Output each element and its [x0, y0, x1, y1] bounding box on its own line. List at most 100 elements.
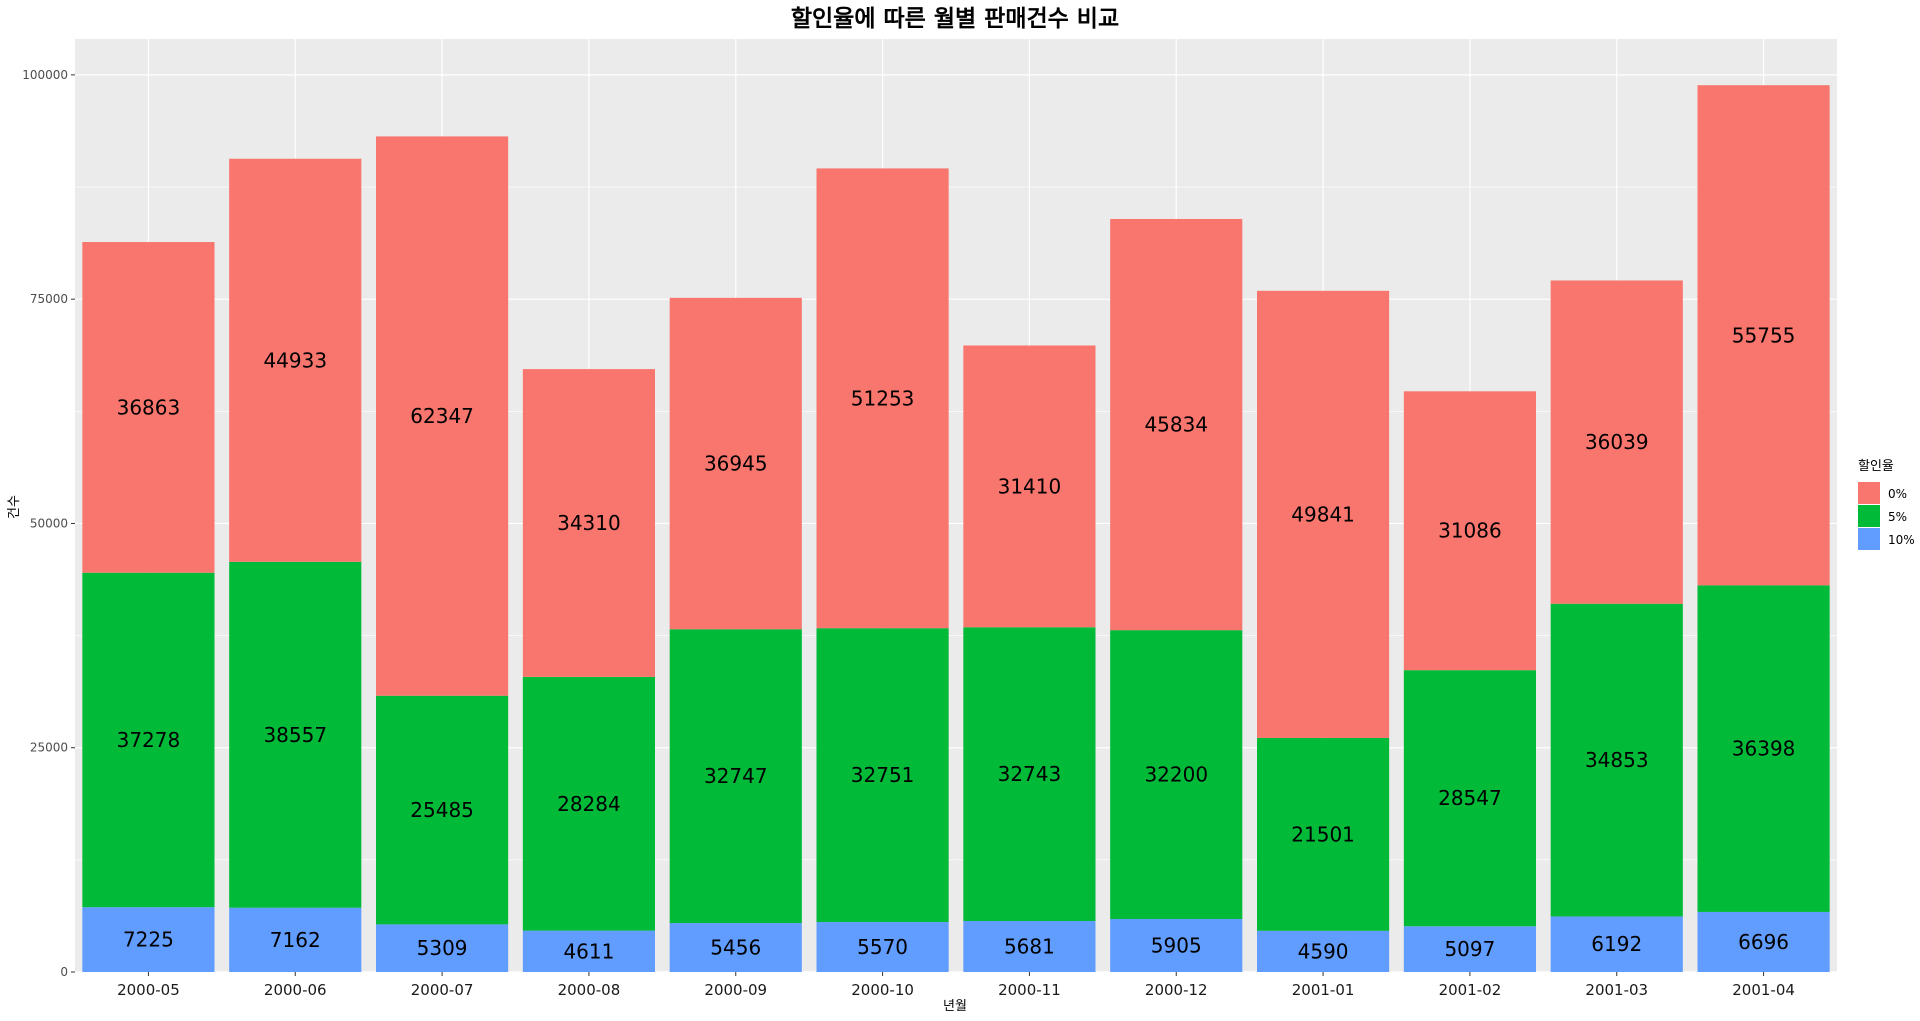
bar-segment	[1257, 930, 1390, 972]
data-label: 5456	[710, 936, 761, 960]
bar-segment	[1697, 911, 1830, 972]
bar-segment	[1110, 919, 1243, 972]
data-label: 28284	[557, 792, 621, 816]
legend-key	[1858, 482, 1880, 504]
bar-segment	[522, 930, 655, 972]
legend-key	[1858, 505, 1880, 527]
bar-segment	[963, 627, 1096, 922]
data-label: 5309	[417, 936, 468, 960]
x-tick-label: 2000-10	[851, 981, 914, 999]
x-axis-title: 년월	[943, 999, 967, 1014]
bar-segment	[376, 924, 509, 972]
data-label: 5570	[857, 935, 908, 959]
data-label: 5097	[1444, 937, 1495, 961]
data-label: 32743	[998, 762, 1062, 786]
bar-segment	[816, 168, 949, 629]
data-label: 6696	[1738, 930, 1789, 954]
data-label: 45834	[1144, 413, 1208, 437]
bar-segment	[1550, 916, 1683, 972]
x-tick-label: 2000-09	[704, 981, 767, 999]
bar-segment	[1550, 603, 1683, 917]
x-axis: 2000-05 2000-06 2000-07 2000-08 2000-09 2000-…	[117, 972, 1795, 999]
bar-segment	[1403, 391, 1536, 671]
data-label: 31410	[998, 474, 1062, 498]
x-tick-label: 2000-12	[1145, 981, 1208, 999]
bar-segment	[669, 297, 802, 630]
y-tick-label: 50000	[30, 516, 68, 530]
legend-title: 할인율	[1858, 459, 1894, 474]
bar-segment	[816, 628, 949, 923]
bar-segment	[1110, 218, 1243, 631]
bar-segment	[229, 561, 362, 908]
data-label: 44933	[263, 348, 327, 372]
panel-background	[75, 39, 1837, 972]
data-label: 4611	[563, 939, 614, 963]
bars-layer: 7225 37278 36863 7162 38557 44933 5309 25485 623…	[82, 85, 1830, 972]
data-label: 62347	[410, 404, 474, 428]
data-label: 34853	[1585, 748, 1649, 772]
x-tick-label: 2000-08	[558, 981, 621, 999]
legend-label: 10%	[1888, 533, 1915, 547]
bar-segment	[522, 676, 655, 931]
x-tick-label: 2000-07	[411, 981, 474, 999]
bar-segment	[229, 158, 362, 562]
x-tick-label: 2000-05	[117, 981, 180, 999]
legend: 할인율 0% 5% 10%	[1858, 459, 1915, 550]
y-tick-label: 25000	[30, 741, 68, 755]
data-label: 4590	[1298, 939, 1349, 963]
bar-segment	[522, 369, 655, 677]
bar-segment	[1257, 737, 1390, 931]
data-label: 28547	[1438, 786, 1502, 810]
data-label: 32200	[1144, 763, 1208, 787]
x-tick-label: 2000-11	[998, 981, 1061, 999]
x-tick-label: 2001-04	[1732, 981, 1795, 999]
bar-segment	[1257, 290, 1390, 738]
bar-segment	[963, 921, 1096, 972]
bar-segment	[376, 136, 509, 696]
y-tick-label: 0	[60, 965, 68, 979]
data-label: 36398	[1732, 737, 1796, 761]
x-tick-label: 2001-01	[1292, 981, 1355, 999]
y-axis: 0 25000 50000 75000 100000	[22, 68, 75, 979]
y-axis-title: 건수	[7, 495, 22, 519]
data-label: 32751	[851, 763, 915, 787]
data-label: 55755	[1732, 323, 1796, 347]
bar-segment	[963, 345, 1096, 628]
legend-label: 0%	[1888, 487, 1907, 501]
data-label: 49841	[1291, 502, 1355, 526]
bar-segment	[669, 629, 802, 924]
bar-segment	[669, 923, 802, 972]
data-label: 32747	[704, 764, 768, 788]
x-tick-label: 2001-02	[1439, 981, 1502, 999]
bar-segment	[229, 907, 362, 972]
y-tick-label: 100000	[22, 68, 68, 82]
data-label: 37278	[117, 728, 181, 752]
x-tick-label: 2000-06	[264, 981, 327, 999]
data-label: 5905	[1151, 934, 1202, 958]
legend-label: 5%	[1888, 510, 1907, 524]
data-label: 31086	[1438, 519, 1502, 543]
bar-segment	[1550, 280, 1683, 604]
bar-segment	[1403, 670, 1536, 927]
bar-segment	[82, 907, 215, 972]
data-label: 7225	[123, 928, 174, 952]
bar-segment	[376, 695, 509, 925]
data-label: 25485	[410, 798, 474, 822]
data-label: 36039	[1585, 430, 1649, 454]
data-label: 21501	[1291, 822, 1355, 846]
bar-segment	[1697, 585, 1830, 912]
data-label: 34310	[557, 511, 621, 535]
data-label: 36945	[704, 452, 768, 476]
y-tick-label: 75000	[30, 292, 68, 306]
x-tick-label: 2001-03	[1585, 981, 1648, 999]
chart-title: 할인율에 따른 월별 판매건수 비교	[791, 6, 1119, 32]
data-label: 7162	[270, 928, 321, 952]
bar-segment	[1110, 630, 1243, 920]
bar-segment	[816, 922, 949, 972]
bar-segment	[82, 242, 215, 573]
data-label: 5681	[1004, 935, 1055, 959]
data-label: 51253	[851, 386, 915, 410]
data-label: 38557	[263, 723, 327, 747]
